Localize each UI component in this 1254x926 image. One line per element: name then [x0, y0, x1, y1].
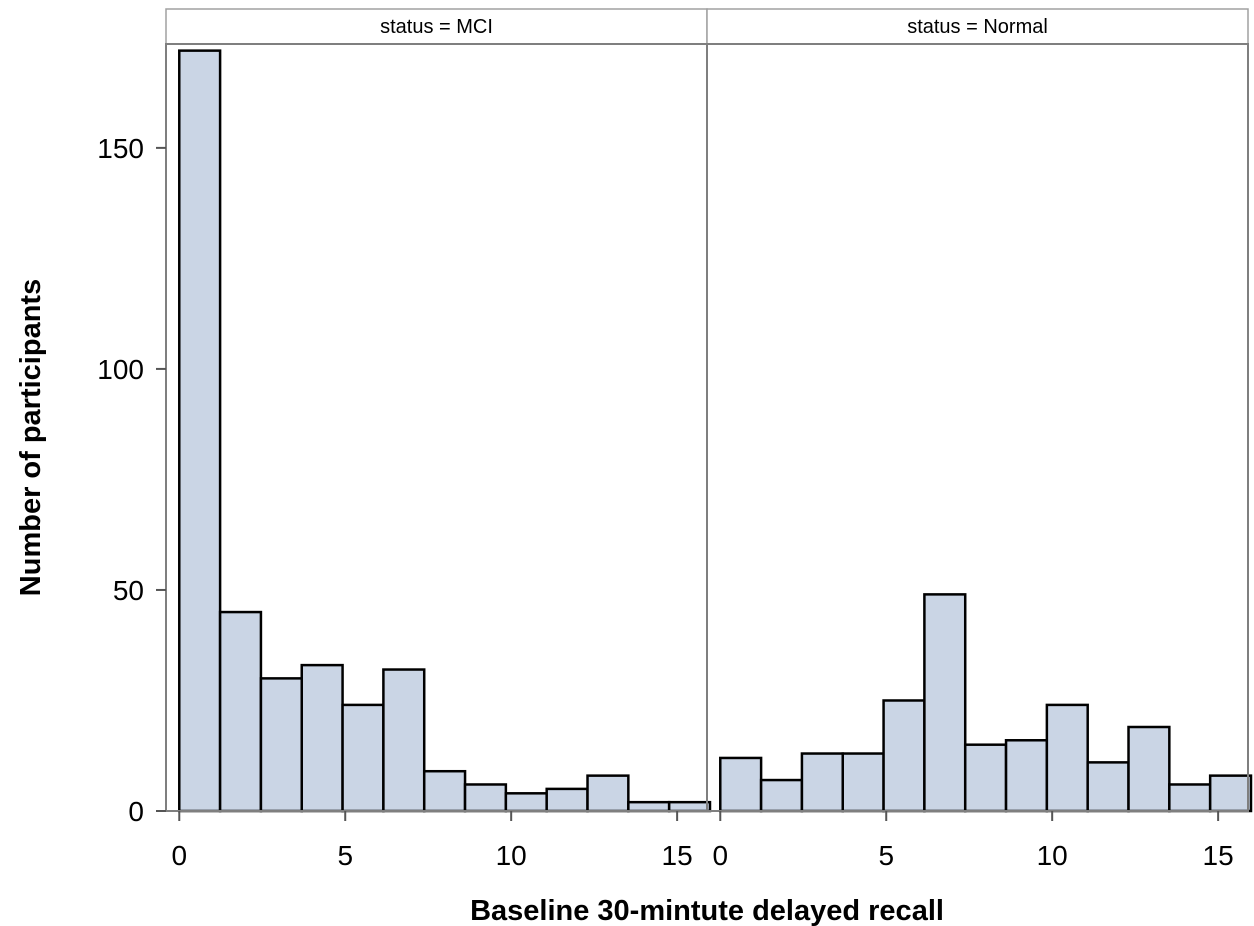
histogram-bar [759, 778, 804, 813]
histogram-bar [627, 800, 671, 813]
histogram-bar [1004, 739, 1049, 813]
x-tick-label: 5 [878, 840, 894, 871]
x-tick-label: 10 [1037, 840, 1068, 871]
panel-1: status = MCI 0 5 10 15 [165, 8, 712, 871]
x-tick-label: 0 [712, 840, 728, 871]
panel-strip-label: status = Normal [907, 16, 1048, 38]
histogram-bar [504, 792, 548, 813]
histogram-bar [463, 783, 508, 813]
panel-2: status = Normal 0 5 10 15 [706, 8, 1253, 871]
x-tick-label: 10 [496, 840, 527, 871]
histogram-bar [923, 593, 967, 813]
panels-group: status = MCI 0 5 10 15 status = Normal 0 5 10 15 [165, 8, 1253, 871]
histogram-bar [341, 703, 385, 813]
histogram-bar [422, 769, 467, 813]
histogram-bar [586, 774, 630, 813]
histogram-bar [1086, 761, 1130, 813]
histogram-bar [300, 663, 344, 813]
histogram-bar [259, 677, 303, 813]
y-axis-title: Number of participants [15, 279, 47, 596]
x-tick-label: 15 [1203, 840, 1234, 871]
histogram-bar [1208, 774, 1253, 813]
histogram-bar [841, 752, 885, 813]
y-tick-label: 150 [97, 133, 144, 164]
histogram-bar [382, 668, 426, 813]
histogram-bar [882, 699, 926, 813]
histogram-bar [1168, 783, 1212, 813]
histogram-bar [218, 610, 263, 813]
histogram-bar [963, 743, 1008, 813]
panel-strip [165, 8, 708, 45]
panel-frame [706, 43, 1249, 812]
histogram-bar [667, 800, 712, 813]
panel-strip-label: status = MCI [380, 16, 493, 38]
x-axis-title: Baseline 30-mintute delayed recall [470, 895, 944, 926]
histogram-bar [800, 752, 844, 813]
x-tick-label: 5 [337, 840, 353, 871]
x-tick-label: 15 [662, 840, 693, 871]
y-axis: 0 50 100 150 [97, 133, 166, 827]
histogram-bar [545, 787, 589, 813]
x-tick-label: 0 [171, 840, 187, 871]
histogram-bar [719, 756, 763, 813]
histogram-bar [178, 49, 222, 813]
y-tick-label: 100 [97, 354, 144, 385]
y-tick-label: 50 [113, 575, 144, 606]
histogram-bar [1127, 725, 1171, 813]
y-tick-label: 0 [128, 796, 144, 827]
histogram-bar [1045, 703, 1089, 813]
